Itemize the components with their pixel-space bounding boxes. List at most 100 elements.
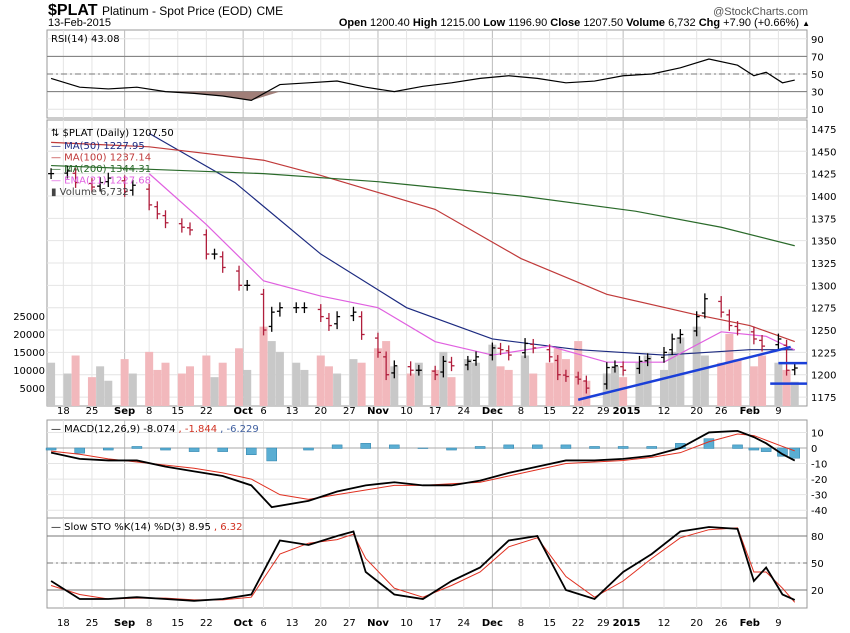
overlay-ma(100): [51, 141, 795, 343]
exchange: CME: [256, 4, 284, 18]
volume-bar: [349, 359, 358, 406]
macd-histogram-bar: [246, 447, 257, 455]
macd-histogram-bar: [474, 446, 486, 449]
chart-date: 13-Feb-2015: [48, 17, 111, 29]
volume-bar: [676, 337, 685, 406]
volume-bar: [529, 373, 538, 406]
volume-bar: [406, 373, 415, 406]
x-tick-label: 18: [57, 618, 70, 629]
rsi-tick-label: 90: [811, 35, 824, 46]
volume-bar: [120, 359, 129, 406]
up-arrow-icon: ▲: [802, 19, 810, 28]
volume-bar: [145, 351, 154, 406]
volume-bar: [390, 366, 399, 406]
x-tick-label: Feb: [740, 618, 760, 629]
volume-bar: [292, 362, 301, 406]
sto-tick-label: 50: [811, 559, 824, 570]
macd-histogram-bar: [360, 443, 371, 449]
volume-bar: [300, 369, 309, 406]
rsi-tick-label: 70: [811, 52, 824, 63]
rsi-tick-label: 10: [811, 105, 824, 116]
overlay-legend: — MA(100) 1237.14: [51, 153, 151, 164]
volume-bar: [324, 366, 333, 406]
volume-tick-label: 15000: [13, 348, 45, 359]
macd-histogram-bar: [646, 446, 657, 449]
x-tick-label: 29: [597, 618, 610, 629]
volume-bar: [128, 373, 137, 406]
sto-k-line: [50, 526, 796, 602]
x-tick-label: 12: [658, 406, 671, 417]
x-tick-label: 25: [86, 406, 99, 417]
macd-histogram-bar: [789, 447, 800, 459]
volume-bar: [668, 351, 677, 406]
price-tick-label: 1300: [811, 281, 836, 292]
rsi-legend: RSI(14) 43.08: [51, 34, 120, 45]
price-tick-label: 1275: [811, 304, 836, 315]
volume-bar: [333, 373, 342, 406]
volume-bar: [177, 373, 186, 406]
macd-histogram-bar: [503, 444, 514, 449]
x-tick-label: 22: [200, 618, 213, 629]
price-tick-label: 1425: [811, 170, 836, 181]
low-value: 1196.90: [508, 17, 548, 29]
volume-bar: [259, 326, 268, 406]
volume-bar: [63, 373, 72, 406]
x-tick-label: 22: [572, 618, 585, 629]
macd-histogram-bar: [331, 444, 343, 449]
volume-value: 6,732: [668, 17, 696, 29]
volume-bar: [488, 344, 497, 406]
x-tick-label: Dec: [482, 618, 503, 629]
rsi-oversold-fill: [136, 91, 280, 101]
chart-title: $PLAT Platinum - Spot Price (EOD) CME: [48, 2, 283, 20]
volume-bar: [725, 333, 734, 406]
x-tick-label: 6: [260, 618, 266, 629]
volume-bar: [275, 351, 284, 406]
copyright: @StockCharts.com: [713, 6, 808, 18]
volume-tick-label: 20000: [13, 330, 45, 341]
volume-bar: [431, 369, 440, 406]
macd-histogram-bar: [732, 444, 743, 449]
x-tick-label: 12: [658, 618, 671, 629]
price-tick-label: 1200: [811, 371, 836, 382]
x-tick-label: 24: [457, 618, 470, 629]
macd-histogram-bar: [532, 444, 543, 449]
volume-bar: [439, 351, 448, 406]
macd-tick-label: -20: [811, 475, 827, 486]
panel-macd: [46, 419, 808, 519]
macd-tick-label: 0: [811, 444, 817, 455]
price-tick-label: 1325: [811, 259, 836, 270]
high-value: 1215.00: [440, 17, 481, 29]
volume-bar: [692, 326, 701, 406]
price-tick-label: 1375: [811, 214, 836, 225]
x-tick-label: 20: [314, 618, 327, 629]
macd-histogram-bar: [303, 447, 314, 451]
volume-bar: [357, 362, 366, 406]
volume-bar: [659, 369, 668, 406]
volume-bar: [104, 380, 113, 406]
x-tick-label: 8: [146, 618, 152, 629]
x-tick-label: 13: [286, 618, 299, 629]
volume-bar: [561, 359, 570, 406]
volume-bar: [602, 373, 611, 406]
x-tick-label: Nov: [367, 406, 389, 417]
x-tick-label: 6: [260, 406, 266, 417]
x-tick-label: 8: [518, 618, 524, 629]
rsi-line: [50, 58, 795, 102]
x-tick-label: 20: [314, 406, 327, 417]
low-label: Low: [483, 17, 506, 29]
macd-signal-value: , -1.844: [179, 424, 218, 435]
price-tick-label: 1450: [811, 147, 836, 158]
x-tick-label: Dec: [482, 406, 503, 417]
sto-legend: — Slow STO %K(14) %D(3) 8.95: [51, 522, 211, 533]
volume-legend: ▮ Volume 6,732: [51, 187, 129, 198]
overlay-ma(50): [148, 132, 795, 356]
x-tick-label: 17: [429, 406, 442, 417]
volume-bar: [161, 362, 170, 406]
macd-histogram-bar: [188, 447, 200, 452]
x-tick-label: 15: [171, 618, 184, 629]
macd-histogram-bar: [389, 444, 400, 449]
volume-bar: [87, 377, 96, 406]
x-tick-label: 10: [400, 618, 413, 629]
overlay-legend: — EMA(21) 1227.68: [51, 176, 151, 187]
macd-histogram-bar: [617, 446, 629, 449]
